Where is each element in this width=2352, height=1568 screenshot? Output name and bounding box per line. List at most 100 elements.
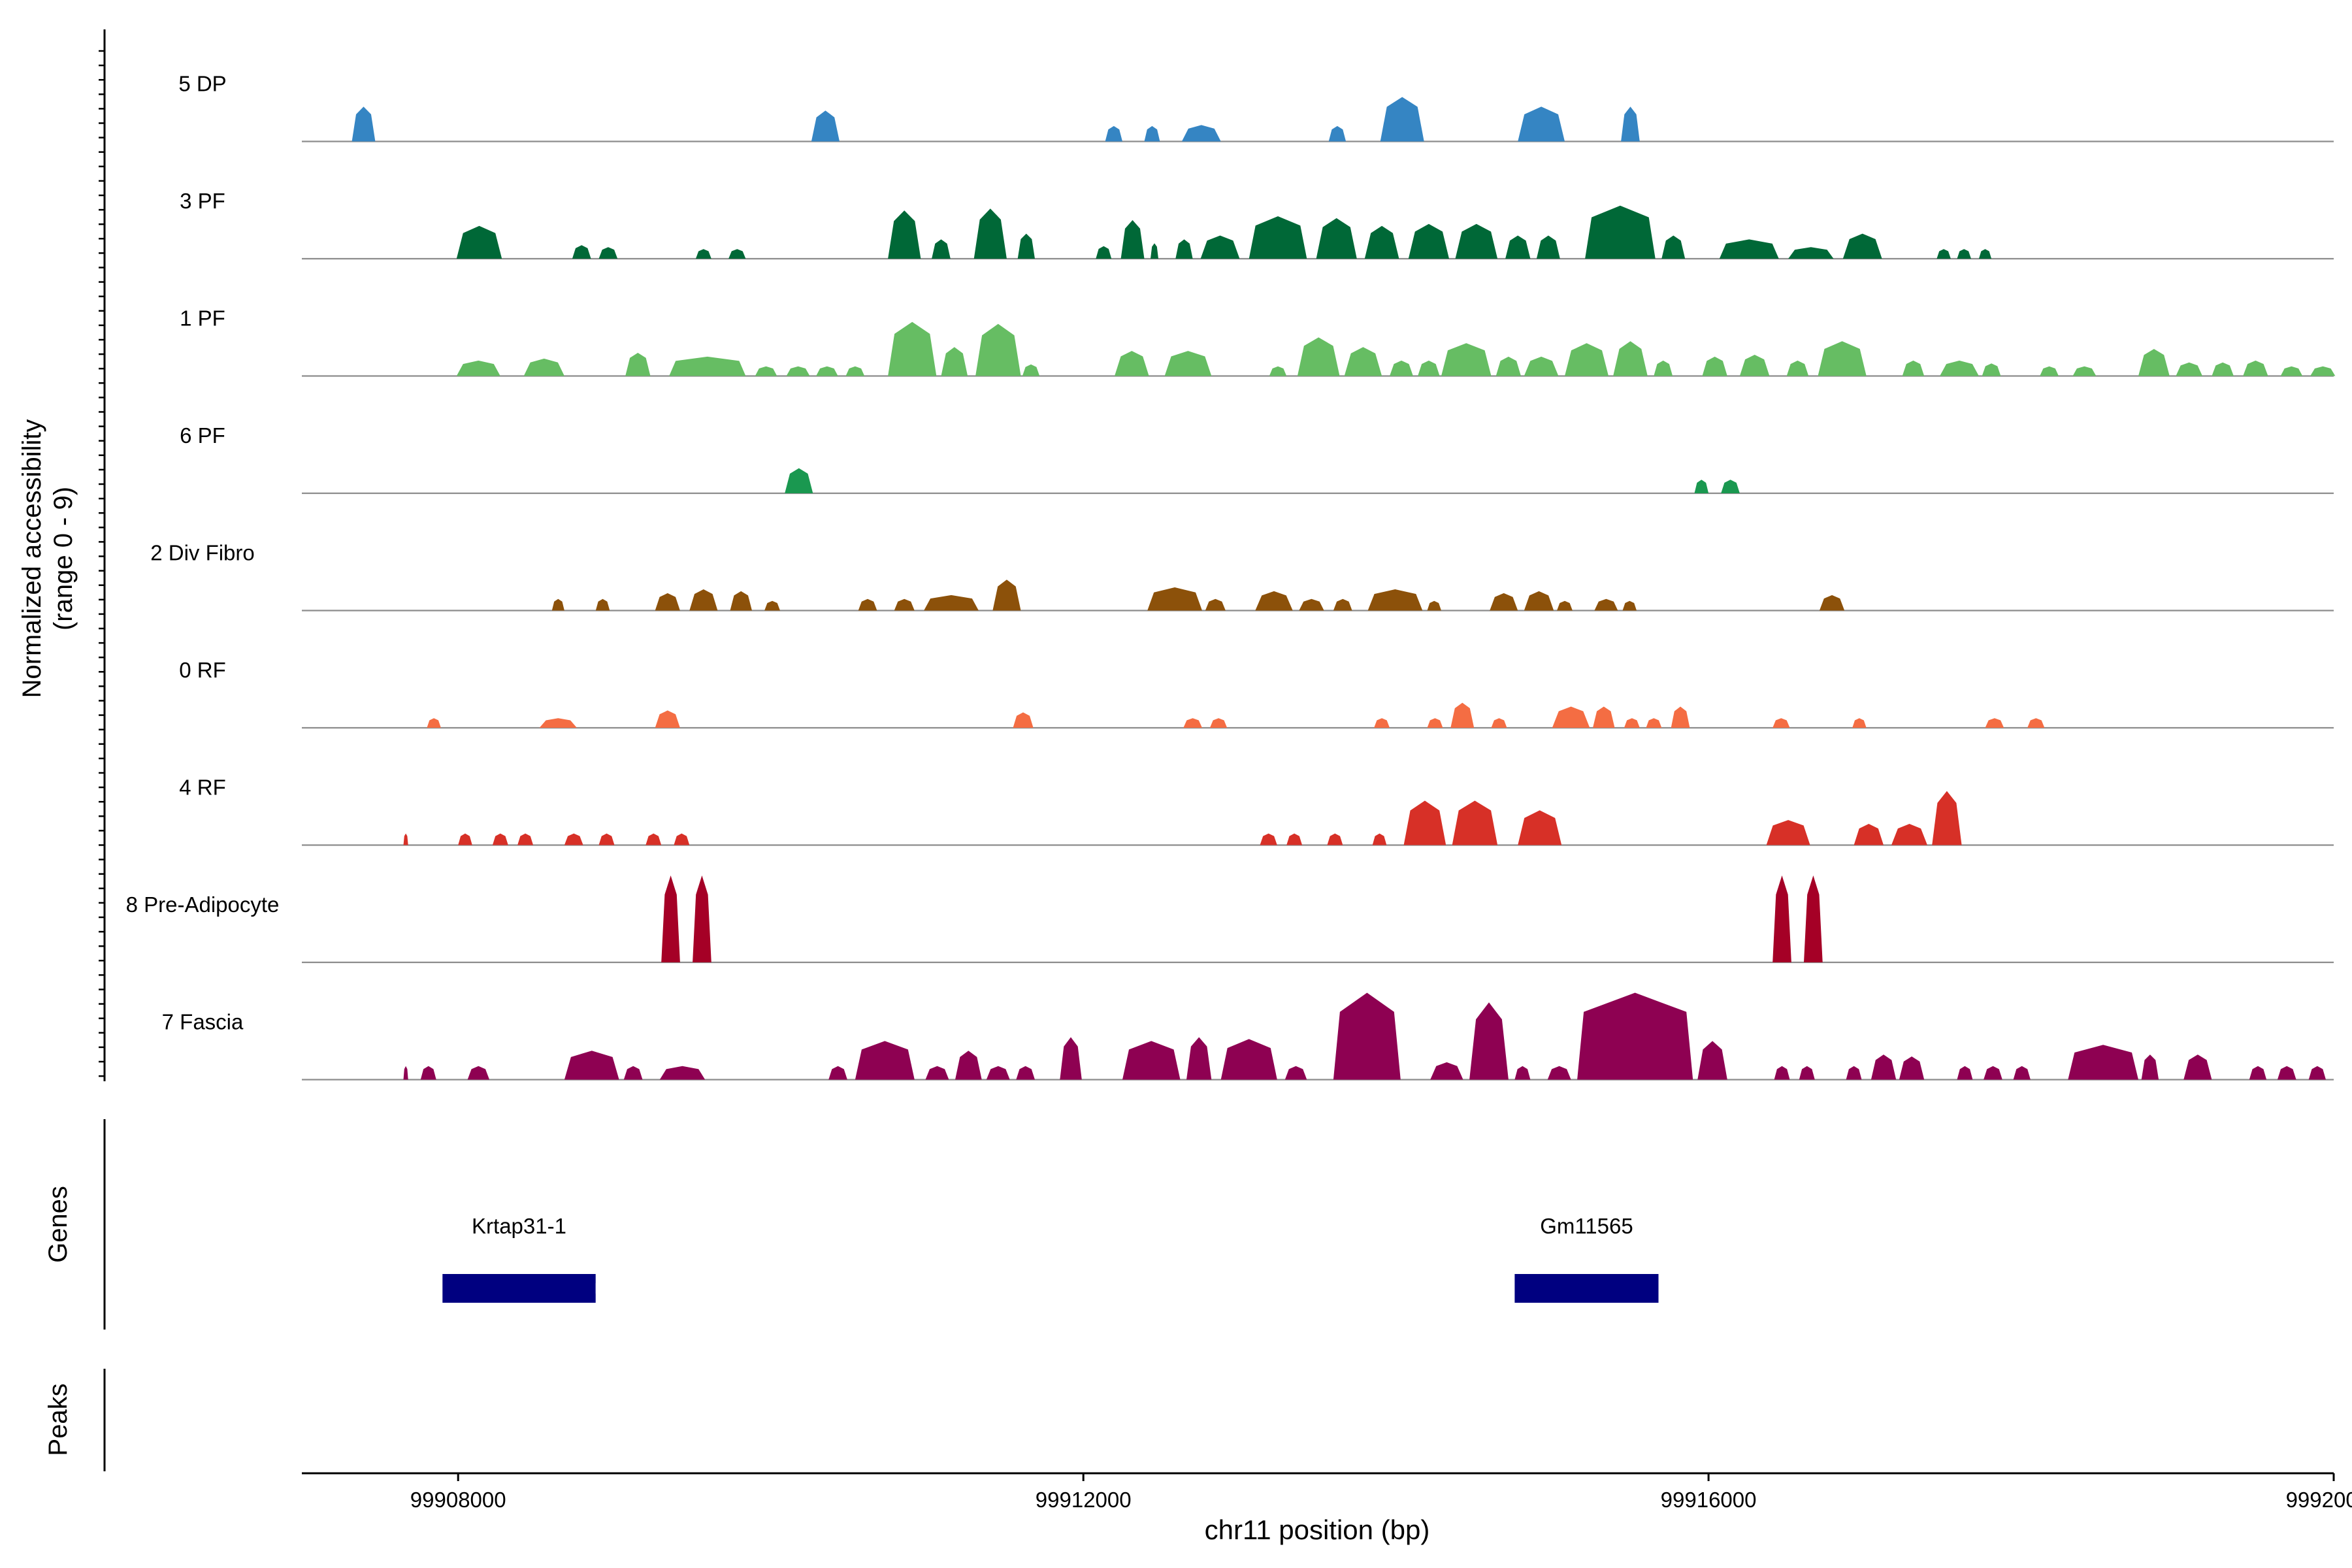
- accessibility-peak: [467, 1066, 490, 1080]
- accessibility-peak: [730, 591, 752, 611]
- accessibility-peak: [598, 833, 615, 845]
- accessibility-peak: [1403, 800, 1446, 845]
- accessibility-peak: [1452, 800, 1498, 845]
- accessibility-peak: [973, 208, 1007, 259]
- accessibility-peak: [1495, 356, 1521, 376]
- accessibility-peak: [1902, 360, 1925, 376]
- y-axis: [99, 29, 106, 1081]
- accessibility-peak: [1374, 718, 1390, 728]
- gene-body: [442, 1274, 596, 1303]
- genes-panel-label: Genes: [44, 1186, 73, 1263]
- accessibility-peak: [456, 360, 500, 376]
- track-label: 0 RF: [179, 658, 226, 682]
- gene-body: [1514, 1274, 1659, 1303]
- accessibility-peak: [1299, 598, 1324, 611]
- track-3-pf: 3 PF: [180, 189, 2334, 260]
- accessibility-peak: [669, 356, 746, 376]
- accessibility-peak: [1799, 1066, 1815, 1080]
- accessibility-peak: [1804, 875, 1823, 962]
- accessibility-peak: [1671, 706, 1690, 728]
- track-4-rf: 4 RF: [179, 776, 2334, 846]
- accessibility-peak: [427, 718, 441, 728]
- accessibility-peak: [572, 245, 591, 259]
- accessibility-peak: [623, 1066, 643, 1080]
- accessibility-peak: [655, 710, 680, 728]
- track-label: 6 PF: [180, 423, 225, 448]
- accessibility-peak: [1013, 712, 1034, 728]
- track-8-pre-adipocyte: 8 Pre-Adipocyte: [126, 875, 2334, 964]
- accessibility-peak: [1719, 239, 1779, 259]
- accessibility-peak: [1186, 1037, 1212, 1080]
- accessibility-peak: [1017, 233, 1035, 259]
- accessibility-tracks: 5 DP 3 PF 1 PF 6 PF 2 Div Fibro 0 RF 4 RF 8 Pre…: [126, 72, 2336, 1081]
- accessibility-peak: [1255, 591, 1293, 611]
- accessibility-peak: [420, 1066, 436, 1080]
- accessibility-peak: [1147, 587, 1202, 611]
- accessibility-peak: [1577, 992, 1693, 1080]
- accessibility-peak: [1200, 235, 1240, 259]
- accessibility-peak: [1984, 1066, 2002, 1080]
- accessibility-peak: [2212, 362, 2234, 376]
- gene-annotations: Krtap31-1 Gm11565: [442, 1214, 1664, 1303]
- accessibility-peak: [2308, 1066, 2326, 1080]
- accessibility-peak: [1269, 366, 1287, 376]
- accessibility-peak: [2138, 349, 2170, 376]
- accessibility-peak: [1441, 343, 1492, 376]
- accessibility-peak: [1450, 702, 1475, 728]
- accessibility-peak: [2027, 718, 2045, 728]
- accessibility-peak: [1985, 718, 2004, 728]
- accessibility-peak: [1367, 589, 1423, 611]
- track-1-pf: 1 PF: [180, 306, 2336, 377]
- accessibility-peak: [1518, 810, 1562, 845]
- accessibility-peak: [2249, 1066, 2267, 1080]
- accessibility-peak: [1181, 125, 1221, 142]
- accessibility-peak: [1772, 718, 1790, 728]
- x-tick-label: 99916000: [1661, 1488, 1757, 1512]
- accessibility-peak: [693, 875, 711, 962]
- accessibility-peak: [674, 833, 690, 845]
- accessibility-peak: [1505, 235, 1531, 259]
- accessibility-peak: [1697, 1041, 1727, 1080]
- accessibility-peak: [1380, 97, 1424, 142]
- accessibility-peak: [1418, 360, 1440, 376]
- accessibility-peak: [1774, 1066, 1790, 1080]
- accessibility-peak: [2013, 1066, 2031, 1080]
- track-6-pf: 6 PF: [180, 423, 2334, 495]
- accessibility-peak: [598, 247, 618, 259]
- accessibility-peak: [456, 225, 502, 259]
- accessibility-peak: [1333, 598, 1352, 611]
- accessibility-peak: [1846, 1066, 1862, 1080]
- accessibility-peak: [932, 239, 951, 259]
- accessibility-peak: [539, 718, 577, 728]
- accessibility-peak: [1786, 360, 1809, 376]
- accessibility-peak: [975, 323, 1021, 376]
- accessibility-peak: [1772, 875, 1791, 962]
- accessibility-peak: [924, 595, 979, 611]
- genes-panel: Genes Krtap31-1 Gm11565: [44, 1119, 1664, 1330]
- accessibility-peak: [1613, 341, 1648, 376]
- track-label: 5 DP: [178, 72, 226, 96]
- accessibility-peak: [1524, 356, 1559, 376]
- accessibility-peak: [1936, 249, 1951, 259]
- accessibility-peak: [458, 833, 472, 845]
- accessibility-peak: [1739, 355, 1770, 376]
- accessibility-peak: [1819, 595, 1845, 611]
- accessibility-peak: [1565, 343, 1609, 376]
- peaks-panel-label: Peaks: [44, 1383, 73, 1456]
- accessibility-peak: [1220, 1039, 1277, 1080]
- accessibility-peak: [1557, 600, 1573, 611]
- track-2-div-fibro: 2 Div Fibro: [150, 541, 2334, 612]
- accessibility-peak: [1661, 235, 1686, 259]
- accessibility-peak: [564, 833, 583, 845]
- accessibility-peak: [1552, 706, 1590, 728]
- accessibility-peak: [1932, 791, 1962, 845]
- accessibility-peak: [403, 833, 408, 845]
- accessibility-peak: [1469, 1002, 1509, 1080]
- accessibility-peak: [2310, 366, 2336, 376]
- accessibility-peak: [1624, 718, 1640, 728]
- accessibility-peak: [1205, 598, 1226, 611]
- accessibility-peak: [1978, 249, 1992, 259]
- accessibility-peak: [1870, 1054, 1897, 1080]
- accessibility-peak: [1122, 1041, 1181, 1080]
- accessibility-peak: [564, 1051, 619, 1080]
